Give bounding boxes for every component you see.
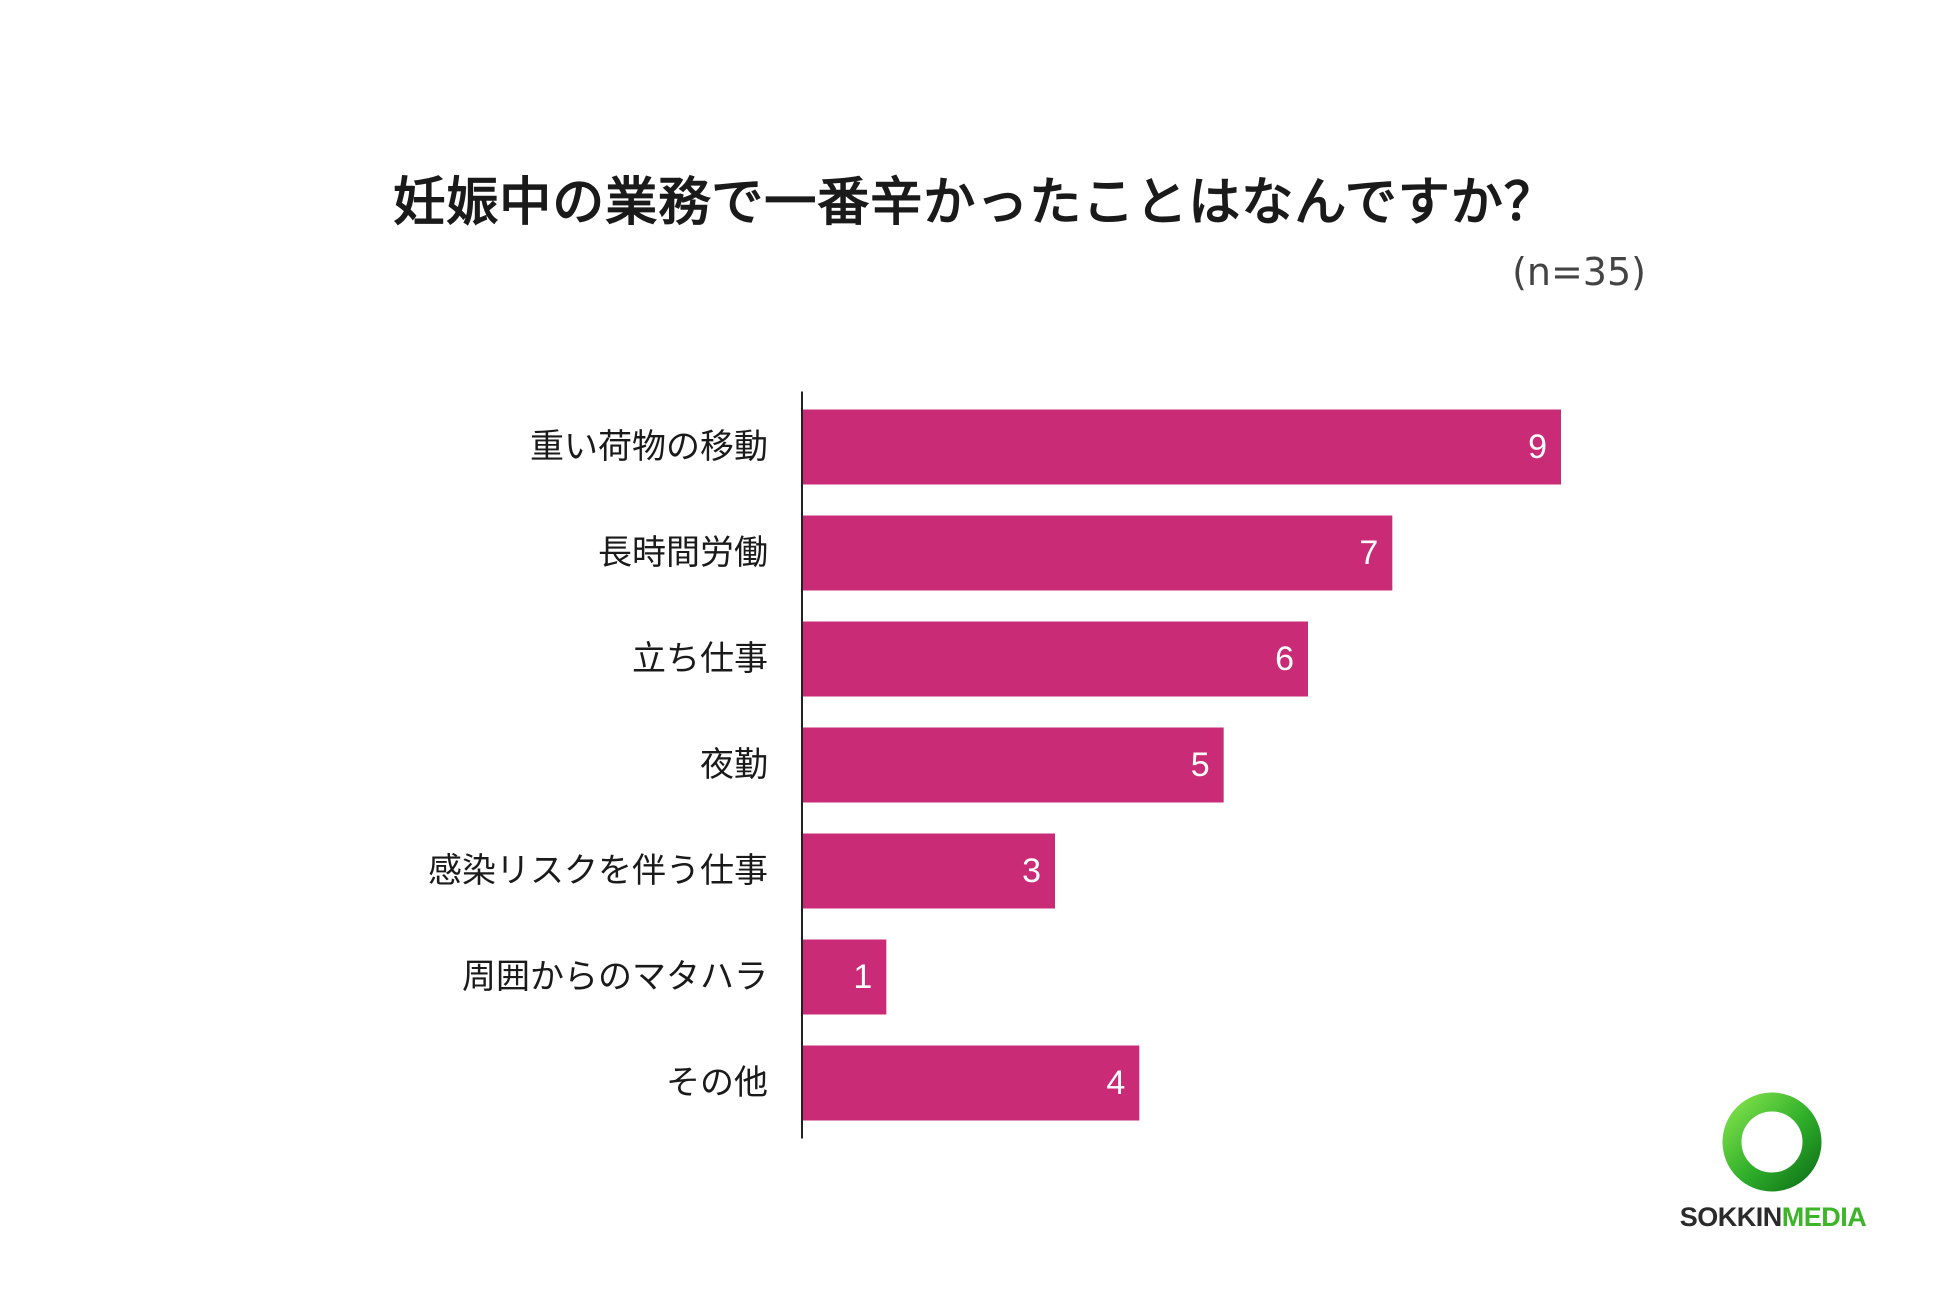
bars-group [802,409,1561,1121]
bar-2 [802,621,1308,697]
value-label-6: 4 [1106,1064,1125,1102]
category-label-3: 夜勤 [700,745,768,785]
value-labels-group: 9 7 6 5 3 1 4 [853,428,1547,1102]
bar-1 [802,515,1393,591]
logo-ring-icon [1722,1092,1822,1192]
bar-0 [802,409,1561,485]
logo-wordmark: SOKKINMEDIA [1668,1202,1878,1233]
sokkin-media-logo: SOKKINMEDIA [1668,1090,1878,1240]
sample-size-label: (n=35) [1512,250,1646,294]
value-label-2: 6 [1275,640,1294,678]
value-label-1: 7 [1359,534,1378,572]
value-label-5: 1 [853,958,872,996]
category-label-6: その他 [666,1063,768,1103]
category-label-0: 重い荷物の移動 [530,427,768,467]
category-label-5: 周囲からのマタハラ [462,957,768,997]
logo-text-sokkin: SOKKIN [1679,1202,1783,1232]
logo-text-media: MEDIA [1781,1202,1867,1232]
bar-3 [802,727,1224,803]
bar-6 [802,1045,1140,1121]
bar-5 [802,939,887,1015]
category-label-4: 感染リスクを伴う仕事 [428,851,768,891]
value-label-4: 3 [1022,852,1041,890]
category-label-2: 立ち仕事 [632,639,768,679]
category-label-1: 長時間労働 [598,533,768,573]
value-label-3: 5 [1191,746,1210,784]
chart-title: 妊娠中の業務で一番辛かったことはなんですか？ [393,173,1557,233]
bar-4 [802,833,1055,909]
value-label-0: 9 [1528,428,1547,466]
